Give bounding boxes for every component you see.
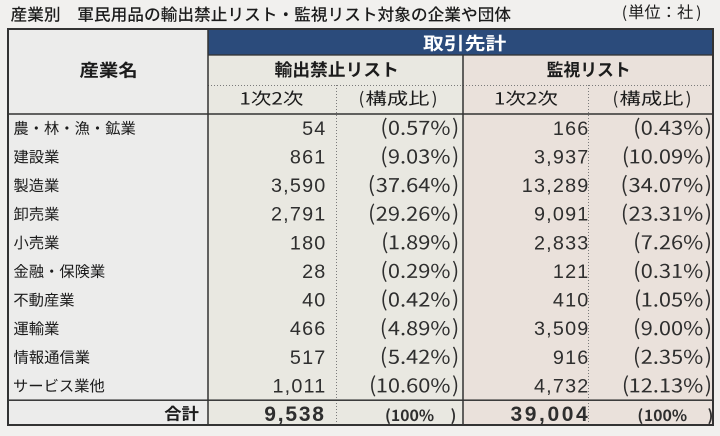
svg-text:410: 410: [553, 290, 590, 312]
svg-text:2,833: 2,833: [534, 232, 590, 254]
svg-text:3,509: 3,509: [534, 318, 590, 340]
svg-text:1,011: 1,011: [272, 375, 326, 397]
svg-text:39,004: 39,004: [510, 403, 590, 426]
svg-text:466: 466: [290, 318, 327, 340]
svg-text:166: 166: [553, 118, 590, 140]
svg-text:517: 517: [290, 347, 327, 369]
svg-text:40: 40: [302, 290, 326, 312]
svg-text:13,289: 13,289: [522, 175, 590, 197]
svg-text:916: 916: [553, 347, 590, 369]
svg-text:861: 861: [290, 146, 327, 168]
svg-text:9,538: 9,538: [264, 403, 326, 426]
svg-text:180: 180: [290, 232, 327, 254]
svg-text:121: 121: [553, 261, 590, 283]
svg-text:28: 28: [302, 261, 326, 283]
svg-text:3,590: 3,590: [271, 175, 327, 197]
svg-text:3,937: 3,937: [534, 146, 590, 168]
svg-text:54: 54: [302, 118, 326, 140]
svg-text:4,732: 4,732: [534, 375, 590, 397]
svg-text:9,091: 9,091: [534, 204, 590, 226]
svg-text:2,791: 2,791: [271, 204, 327, 226]
